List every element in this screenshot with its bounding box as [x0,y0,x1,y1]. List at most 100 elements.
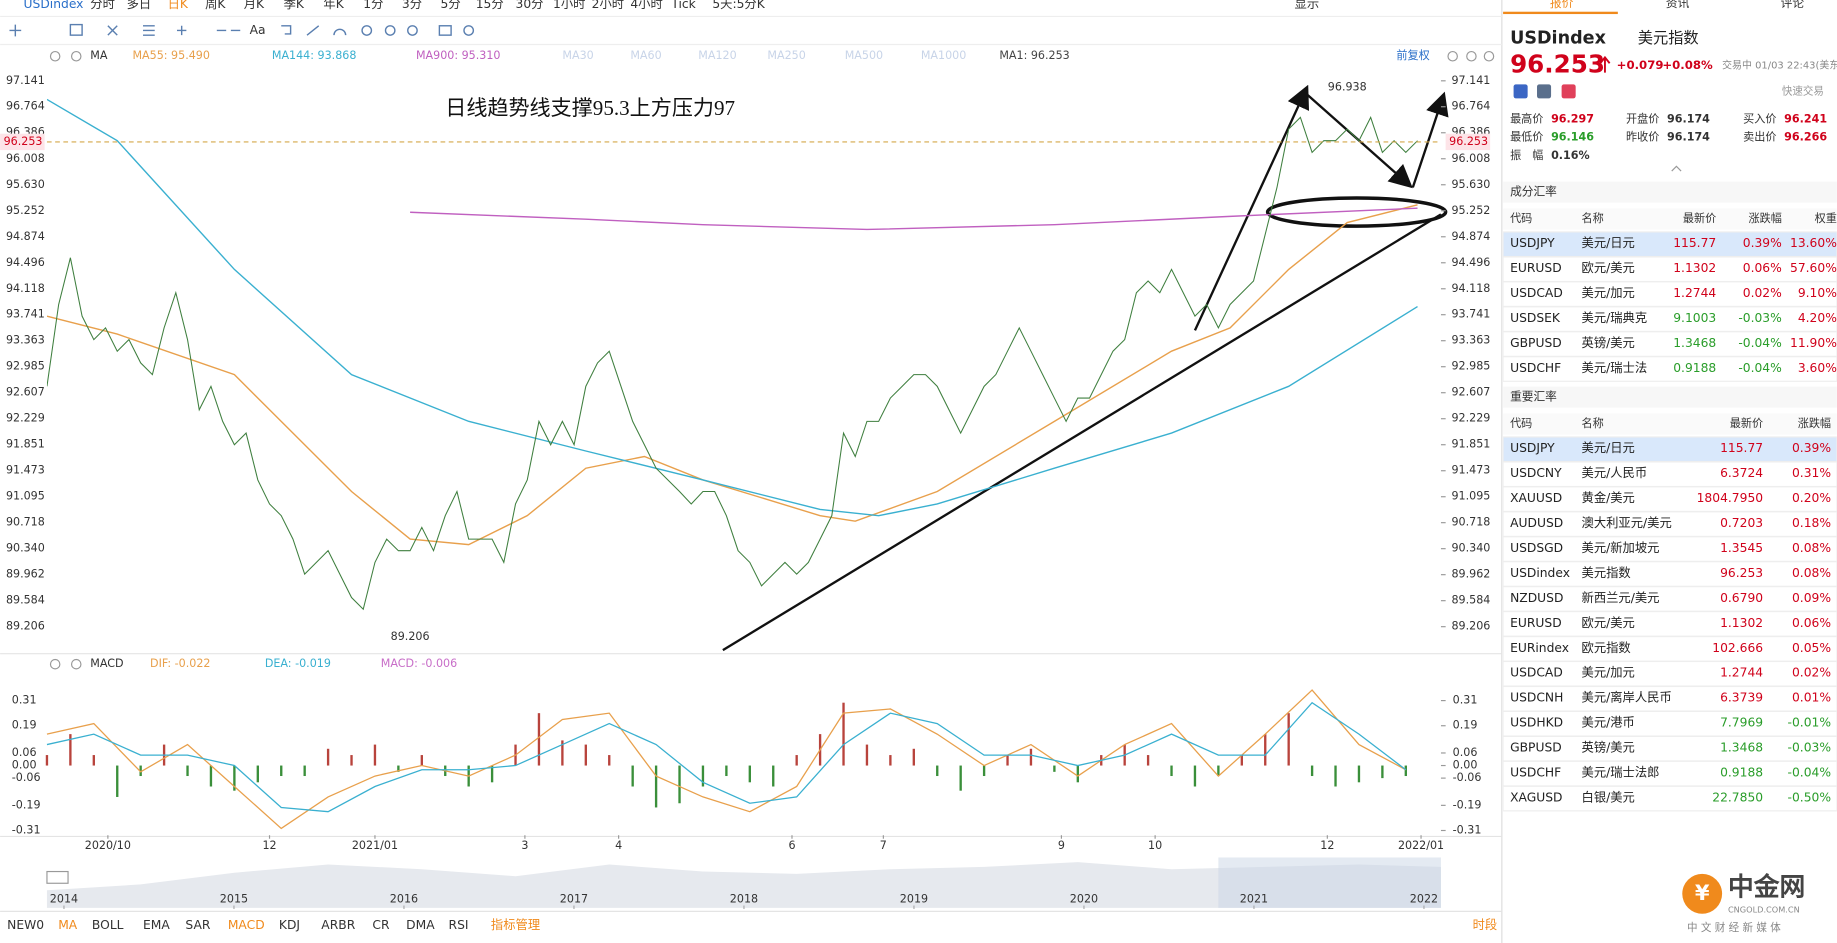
y-tick-label: 89.206 [6,620,45,633]
change: +0.079 [1617,58,1664,72]
navigator-window[interactable] [1218,857,1441,908]
row[interactable] [1503,785,1837,812]
tab[interactable]: 评论 [1781,0,1805,10]
indicator-tab[interactable]: KDJ [279,918,300,932]
cell: 6.3724 [1720,466,1763,480]
period-tab[interactable]: 30分 [516,0,544,11]
panel-icon[interactable] [1537,84,1552,99]
period-tab[interactable]: 1小时 [553,0,585,11]
period-tab[interactable]: 日K [168,0,189,11]
macd-bar [1240,755,1243,766]
indicator-tab[interactable]: EMA [143,918,170,932]
row[interactable] [1503,685,1837,712]
header-icons[interactable] [49,50,1495,670]
row[interactable] [1503,760,1837,787]
legend-entry[interactable]: MA250 [767,49,805,62]
extreme-label: 89.206 [391,630,430,643]
cell: 欧元/美元 [1582,261,1635,275]
row[interactable] [1503,635,1837,662]
cell: 美元/离岸人民币 [1582,690,1672,705]
indicator-tab[interactable]: MACD [228,918,265,932]
row[interactable] [1503,586,1837,612]
indicator-tab[interactable]: MA [58,918,78,932]
cell: 1.1302 [1720,616,1763,630]
indicator-tab[interactable]: SAR [185,918,210,932]
row[interactable] [1503,486,1837,513]
legend-entry[interactable]: MA60 [630,49,661,62]
stat-label: 开盘价 [1626,111,1659,125]
symbol[interactable]: USDindex [24,0,84,11]
column-header: 最新价 [1683,211,1716,225]
period-setting[interactable]: 时段 [1473,917,1498,932]
indicator-tab[interactable]: RSI [449,918,469,932]
period-tab[interactable]: 2小时 [592,0,624,11]
cell: 美元/加元 [1582,666,1635,680]
y-tick-label: 0.06 [1453,746,1478,759]
adjust-mode[interactable]: 前复权 [1396,48,1429,62]
period-tab[interactable]: 5天:5分K [712,0,765,11]
period-tab[interactable]: 15分 [476,0,504,11]
row[interactable] [1503,511,1837,537]
stat-value: 96.266 [1784,131,1827,144]
indicator-tab[interactable]: DMA [406,918,435,932]
legend-entry[interactable]: MA120 [698,49,736,62]
cell: XAGUSD [1510,790,1562,804]
row[interactable] [1503,231,1837,258]
indicator-tab[interactable]: BOLL [92,918,124,932]
macd-bar [139,765,142,777]
x-tick-label: 4 [615,839,622,852]
macd-bar [772,765,775,787]
row[interactable] [1503,461,1837,488]
period-tab[interactable]: 3分 [402,0,422,11]
panel-icon[interactable] [1561,84,1576,99]
tab[interactable]: 资讯 [1666,0,1690,10]
macd-bar [186,765,189,777]
row[interactable] [1503,561,1837,587]
y-tick-label: 97.141 [1452,74,1491,87]
row[interactable] [1503,356,1837,382]
period-tab[interactable]: 多日 [127,0,152,11]
indicator-tab[interactable]: NEW0 [7,918,44,932]
period-tab[interactable]: Tick [670,0,696,11]
y-tick-label: 95.252 [6,204,45,217]
header-bg [1503,208,1837,230]
legend-entry[interactable]: MA1000 [921,49,966,62]
macd-bar [654,765,658,808]
indicator-tab[interactable]: ARBR [321,918,355,932]
macd-bar [326,748,330,766]
indicator-tab[interactable]: CR [372,918,390,932]
period-tab[interactable]: 年K [323,0,344,11]
series-line [46,689,1407,830]
logo-slogan: 中 文 财 经 新 媒 体 [1687,921,1781,934]
period-tab[interactable]: 5分 [441,0,461,11]
display-menu[interactable]: 显示 [1295,0,1320,11]
navigator-handle[interactable] [46,870,69,884]
period-tab[interactable]: 1分 [363,0,383,11]
row[interactable] [1503,306,1837,332]
drawing-tools[interactable] [9,23,475,37]
row[interactable] [1503,710,1837,737]
macd-bar [1334,765,1337,787]
cell: 57.60% [1790,261,1837,275]
y-tick-label: 95.252 [1452,204,1491,217]
period-tab[interactable]: 月K [244,0,265,11]
indicator-tab[interactable]: 指标管理 [491,917,540,932]
quick-trade[interactable]: 快速交易 [1782,84,1824,97]
tool-label[interactable]: Aa [250,23,266,37]
period-tab[interactable]: 4小时 [630,0,662,11]
period-tab[interactable]: 周K [205,0,226,11]
logo-glyph: ¥ [1695,880,1710,905]
legend-entry[interactable]: MA500 [845,49,883,62]
y-tick-label: 96.008 [1452,152,1491,165]
row[interactable] [1503,281,1837,308]
period-tab[interactable]: 季K [284,0,305,11]
period-tab[interactable]: 分时 [90,0,115,11]
y-tick-label: 92.607 [1452,386,1491,399]
panel-icon[interactable] [1513,84,1528,99]
row[interactable] [1503,536,1837,562]
cell: 0.02% [1792,666,1831,680]
legend-entry[interactable]: MA30 [562,49,593,62]
y-tick-label: 90.718 [6,516,45,529]
tab[interactable]: 报价 [1550,0,1574,10]
row[interactable] [1503,611,1837,637]
